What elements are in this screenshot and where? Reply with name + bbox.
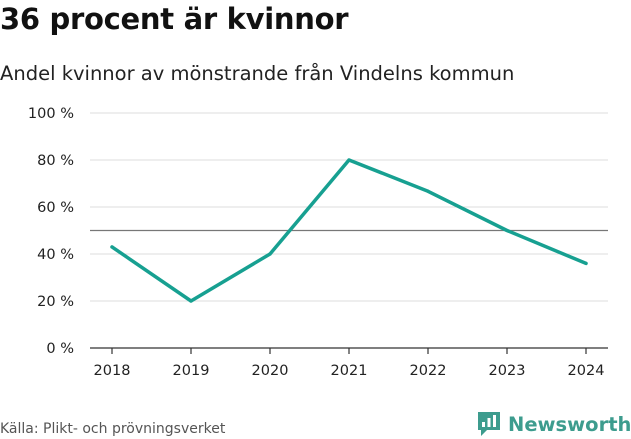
data-point — [505, 228, 509, 233]
series-layer — [110, 158, 588, 303]
x-tick-label: 2021 — [331, 363, 368, 379]
chart-title: 36 procent är kvinnor — [0, 2, 349, 36]
newsworthy-icon — [478, 412, 500, 436]
x-tick-label: 2022 — [410, 363, 447, 379]
y-tick-label: 80 % — [37, 153, 74, 169]
x-tick-labels: 2018 2019 2020 2021 2022 2023 2024 — [94, 363, 605, 379]
line-chart: 0 % 20 % 40 % 60 % 80 % 100 % 2018 2019 2020 202… — [28, 106, 608, 379]
data-point — [189, 299, 193, 303]
y-tick-label: 20 % — [37, 294, 74, 310]
data-point — [268, 252, 272, 256]
brand-name: Newsworthy — [508, 412, 631, 436]
chart-subtitle: Andel kvinnor av mönstrande från Vindeln… — [0, 62, 515, 85]
brand-logo: Newsworthy — [476, 410, 631, 438]
x-tick-label: 2018 — [94, 363, 131, 379]
x-tick-label: 2024 — [568, 363, 605, 379]
data-point — [584, 261, 588, 265]
y-tick-label: 60 % — [37, 200, 74, 216]
x-tick-label: 2023 — [489, 363, 526, 379]
gridlines — [90, 112, 608, 302]
data-point — [110, 245, 114, 249]
axes — [90, 347, 608, 354]
y-tick-label: 0 % — [46, 341, 74, 357]
y-tick-label: 100 % — [28, 106, 74, 122]
x-tick-label: 2020 — [252, 363, 289, 379]
y-tick-labels: 0 % 20 % 40 % 60 % 80 % 100 % — [28, 106, 74, 357]
data-point — [426, 189, 430, 193]
x-tick-label: 2019 — [173, 363, 210, 379]
y-tick-label: 40 % — [37, 247, 74, 263]
data-point — [347, 158, 351, 162]
source-label: Källa: Plikt- och prövningsverket — [0, 421, 226, 437]
